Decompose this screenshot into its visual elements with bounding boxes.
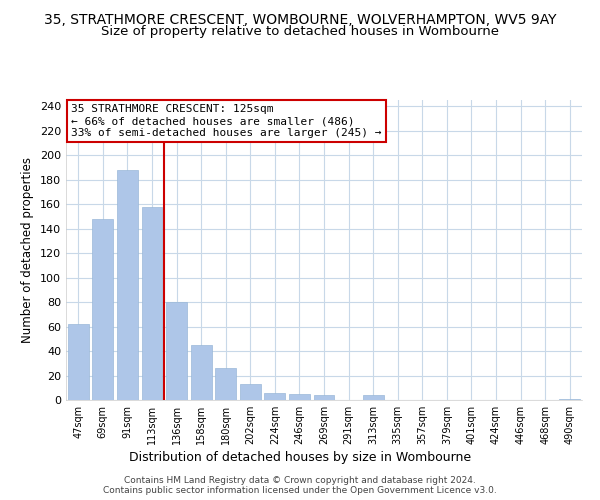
Bar (142, 206, 163, 400)
Bar (92, 219, 113, 400)
Bar (215, 368, 236, 400)
Bar (362, 395, 383, 400)
Bar (265, 392, 286, 400)
Bar (240, 384, 261, 400)
Text: Distribution of detached houses by size in Wombourne: Distribution of detached houses by size … (129, 451, 471, 464)
Y-axis label: Number of detached properties: Number of detached properties (22, 157, 34, 343)
Text: 35, STRATHMORE CRESCENT, WOMBOURNE, WOLVERHAMPTON, WV5 9AY: 35, STRATHMORE CRESCENT, WOMBOURNE, WOLV… (44, 12, 556, 26)
Bar (117, 170, 138, 400)
Bar (559, 399, 580, 400)
Bar (191, 345, 212, 400)
Bar (166, 302, 187, 400)
Bar (68, 324, 89, 400)
Text: Contains public sector information licensed under the Open Government Licence v3: Contains public sector information licen… (103, 486, 497, 495)
Text: 35 STRATHMORE CRESCENT: 125sqm
← 66% of detached houses are smaller (486)
33% of: 35 STRATHMORE CRESCENT: 125sqm ← 66% of … (71, 104, 382, 138)
Bar (314, 395, 334, 400)
Text: Contains HM Land Registry data © Crown copyright and database right 2024.: Contains HM Land Registry data © Crown c… (124, 476, 476, 485)
Bar (289, 394, 310, 400)
Text: Size of property relative to detached houses in Wombourne: Size of property relative to detached ho… (101, 25, 499, 38)
